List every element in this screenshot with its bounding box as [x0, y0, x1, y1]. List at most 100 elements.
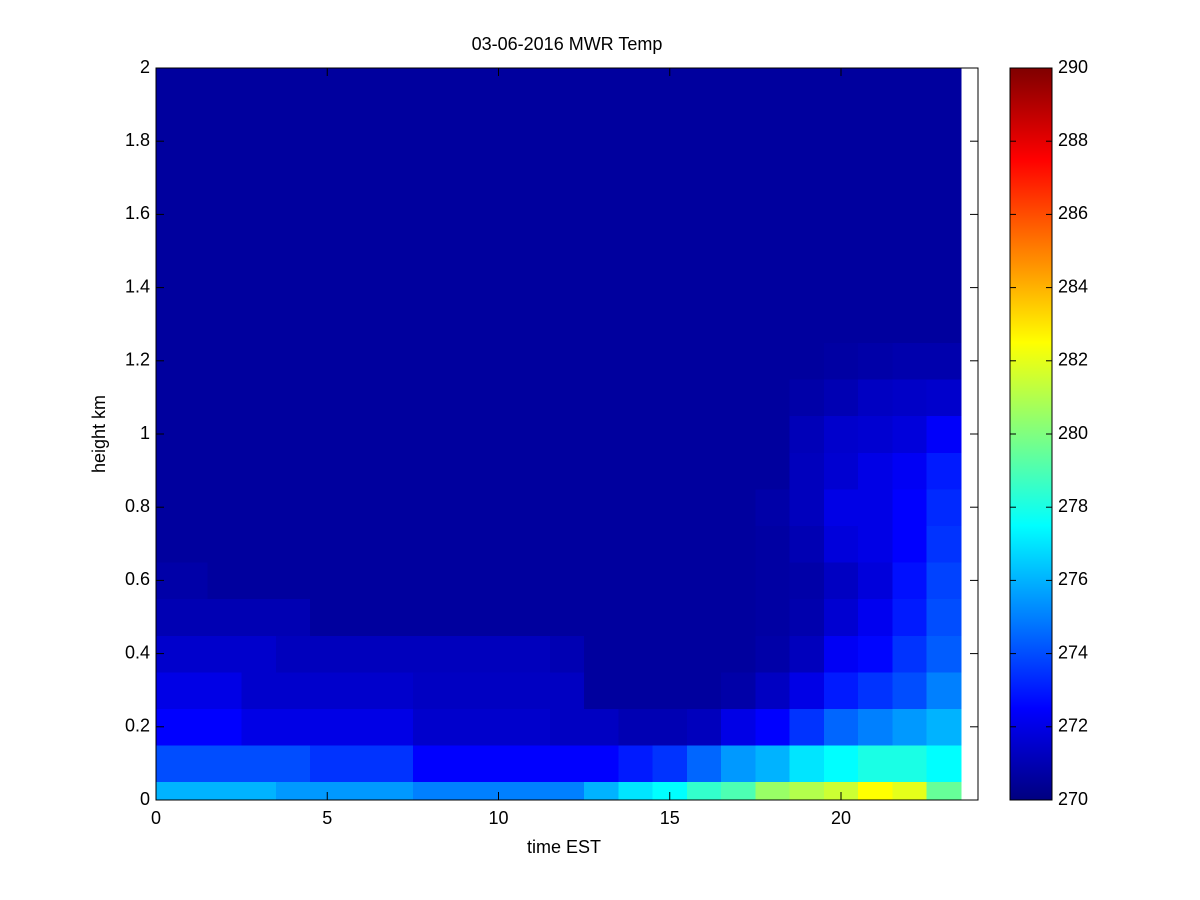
heatmap-cell: [823, 232, 859, 270]
colorbar-tick-label: 280: [1058, 423, 1088, 443]
heatmap-cell: [892, 708, 928, 746]
heatmap-cell: [173, 159, 208, 197]
heatmap-cell: [584, 452, 619, 490]
heatmap-cell: [892, 452, 928, 490]
heatmap-cell: [926, 635, 962, 673]
heatmap-cell: [652, 122, 688, 160]
heatmap-cell: [310, 745, 345, 783]
heatmap-cell: [412, 745, 448, 783]
heatmap-cell: [481, 196, 517, 234]
y-tick-label: 1: [140, 423, 150, 443]
heatmap-cell: [686, 635, 722, 673]
heatmap-cell: [412, 122, 448, 160]
heatmap-cell: [584, 415, 619, 453]
y-tick-label: 1.8: [125, 130, 150, 150]
heatmap-cell: [344, 671, 380, 709]
heatmap-cell: [378, 488, 414, 526]
heatmap-cell: [652, 379, 688, 417]
heatmap-cell: [310, 379, 345, 417]
heatmap-cell: [652, 525, 688, 563]
heatmap-cell: [275, 745, 311, 783]
heatmap-cell: [344, 269, 380, 307]
heatmap-cell: [652, 562, 688, 600]
y-tick-label: 0.2: [125, 716, 150, 736]
heatmap-cell: [447, 488, 482, 526]
heatmap-cell: [789, 562, 825, 600]
colorbar-tick-label: 278: [1058, 496, 1088, 516]
heatmap-cell: [755, 342, 791, 380]
heatmap-cell: [412, 635, 448, 673]
colorbar-tick-label: 276: [1058, 569, 1088, 589]
heatmap-cell: [755, 86, 791, 124]
heatmap-cell: [823, 708, 859, 746]
heatmap-cell: [652, 598, 688, 636]
heatmap-cell: [755, 671, 791, 709]
heatmap-cell: [481, 598, 517, 636]
heatmap-cell: [207, 452, 243, 490]
heatmap-cell: [721, 671, 756, 709]
heatmap-cell: [686, 232, 722, 270]
heatmap-cell: [447, 781, 482, 801]
heatmap-cell: [823, 342, 859, 380]
heatmap-cell: [344, 525, 380, 563]
heatmap-cell: [823, 122, 859, 160]
x-axis-label: time EST: [527, 837, 601, 857]
heatmap-cell: [344, 745, 380, 783]
heatmap-cell: [858, 305, 893, 343]
heatmap-cell: [618, 415, 654, 453]
heatmap-cell: [926, 781, 962, 801]
heatmap-cell: [241, 269, 277, 307]
heatmap-cell: [241, 598, 277, 636]
heatmap-cell: [173, 415, 208, 453]
heatmap-cell: [447, 269, 482, 307]
heatmap-cell: [515, 745, 551, 783]
heatmap-cell: [618, 159, 654, 197]
heatmap-cell: [755, 196, 791, 234]
heatmap-cell: [721, 342, 756, 380]
heatmap-cell: [686, 68, 722, 87]
heatmap-cell: [412, 708, 448, 746]
heatmap-cell: [858, 159, 893, 197]
heatmap-cell: [378, 781, 414, 801]
heatmap-cell: [310, 452, 345, 490]
heatmap-cell: [686, 196, 722, 234]
heatmap-cell: [275, 525, 311, 563]
heatmap-cell: [156, 68, 174, 87]
heatmap-cell: [755, 68, 791, 87]
heatmap-cell: [310, 86, 345, 124]
heatmap-cell: [686, 122, 722, 160]
heatmap-cell: [618, 452, 654, 490]
heatmap-cell: [686, 269, 722, 307]
heatmap-cell: [344, 598, 380, 636]
heatmap-cell: [789, 122, 825, 160]
heatmap-cell: [618, 488, 654, 526]
heatmap-cell: [549, 452, 585, 490]
heatmap-cell: [310, 68, 345, 87]
heatmap-cell: [412, 562, 448, 600]
heatmap-cell: [515, 415, 551, 453]
heatmap-cell: [344, 342, 380, 380]
heatmap-cell: [755, 269, 791, 307]
heatmap-cell: [926, 269, 962, 307]
heatmap-cell: [686, 745, 722, 783]
heatmap-cell: [823, 745, 859, 783]
colorbar-tick-label: 272: [1058, 716, 1088, 736]
heatmap-cell: [173, 122, 208, 160]
heatmap-cell: [310, 708, 345, 746]
heatmap-cell: [584, 525, 619, 563]
axes: 0 5 10 15 20 0 0.2 0.4 0.6 0.8 1 1.2 1.4 1.6 1.8 2: [125, 57, 979, 828]
heatmap-cell: [515, 708, 551, 746]
heatmap-cell: [412, 196, 448, 234]
heatmap-cell: [515, 86, 551, 124]
heatmap-cell: [241, 159, 277, 197]
heatmap-cell: [310, 305, 345, 343]
heatmap-cell: [789, 708, 825, 746]
heatmap-cell: [549, 342, 585, 380]
heatmap-cell: [515, 635, 551, 673]
heatmap-cell: [686, 598, 722, 636]
heatmap-cell: [926, 196, 962, 234]
heatmap-cell: [275, 671, 311, 709]
heatmap-cell: [173, 488, 208, 526]
heatmap-cell: [584, 562, 619, 600]
heatmap-cell: [275, 342, 311, 380]
